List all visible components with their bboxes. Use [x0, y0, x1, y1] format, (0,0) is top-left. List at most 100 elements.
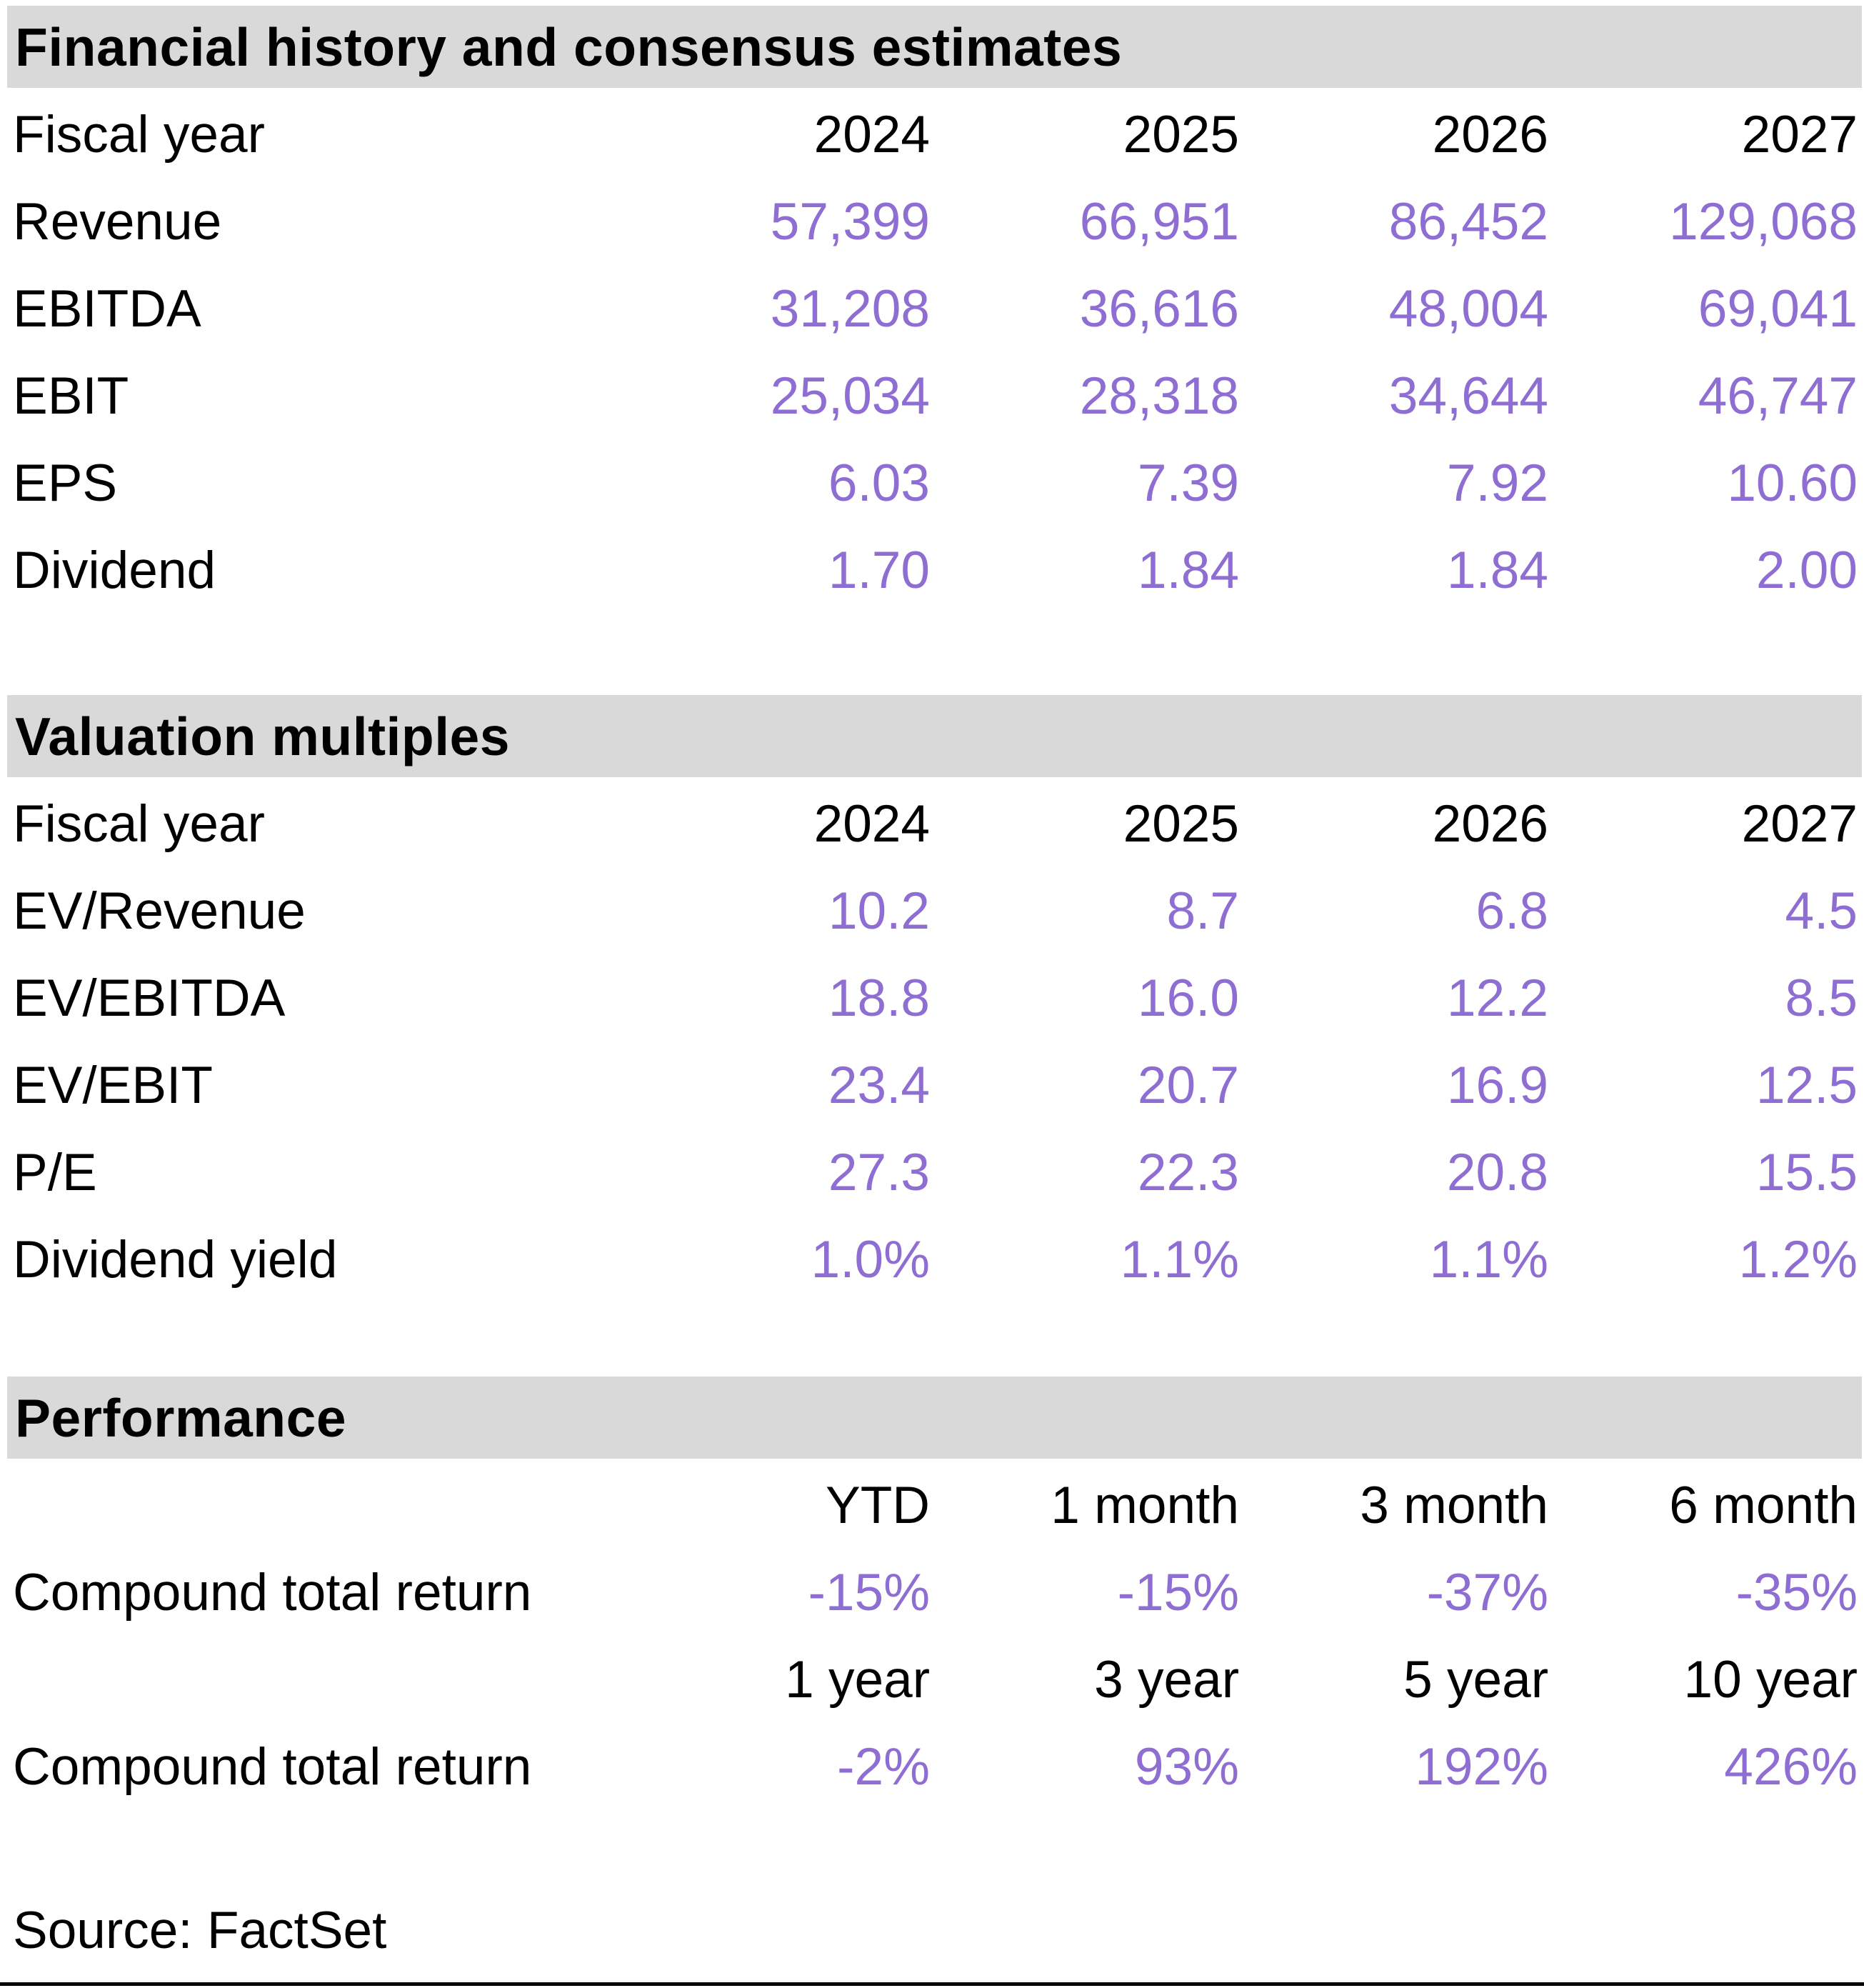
- cell-value: 12.2: [1446, 969, 1548, 1027]
- row-label: EPS: [13, 454, 118, 512]
- row-label: Dividend yield: [13, 1230, 338, 1289]
- financial-history-table: Fiscal year 2024 2025 2026 2027 Revenue …: [13, 91, 1858, 614]
- row-label: Fiscal year: [13, 105, 265, 164]
- table-header-row-short-term: YTD 1 month 3 month 6 month: [13, 1462, 1858, 1549]
- table-row-ev-ebit: EV/EBIT 23.4 20.7 16.9 12.5: [13, 1042, 1858, 1129]
- section-title: Valuation multiples: [15, 706, 510, 766]
- bottom-rule: [0, 1982, 1864, 1986]
- cell-value: 93%: [1134, 1737, 1239, 1796]
- row-label: EV/EBITDA: [13, 969, 286, 1027]
- cell-value: 20.7: [1137, 1056, 1239, 1114]
- row-label: EBITDA: [13, 279, 201, 338]
- cell-value: -35%: [1735, 1563, 1858, 1622]
- cell-value: 25,034: [770, 366, 930, 425]
- row-label: Dividend: [13, 541, 216, 599]
- cell-value: 10.60: [1727, 454, 1858, 512]
- cell-value: 1.0%: [811, 1230, 930, 1289]
- table-row-dividend: Dividend 1.70 1.84 1.84 2.00: [13, 526, 1858, 614]
- table-header-row: Fiscal year 2024 2025 2026 2027: [13, 780, 1858, 867]
- row-label: EBIT: [13, 366, 129, 425]
- cell-value: -37%: [1426, 1563, 1548, 1622]
- column-header: 1 month: [1051, 1476, 1239, 1534]
- cell-value: 4.5: [1785, 881, 1858, 940]
- cell-value: 1.84: [1137, 541, 1239, 599]
- column-header: 2024: [813, 794, 930, 853]
- column-header: 2025: [1123, 794, 1239, 853]
- cell-value: 57,399: [770, 192, 930, 251]
- cell-value: 1.70: [828, 541, 930, 599]
- row-label: EV/Revenue: [13, 881, 306, 940]
- cell-value: -15%: [808, 1563, 930, 1622]
- cell-value: 16.0: [1137, 969, 1239, 1027]
- cell-value: 36,616: [1079, 279, 1239, 338]
- source-text: Source: FactSet: [13, 1901, 387, 1959]
- row-label: Revenue: [13, 192, 222, 251]
- table-row-ev-revenue: EV/Revenue 10.2 8.7 6.8 4.5: [13, 867, 1858, 954]
- column-header: 5 year: [1403, 1650, 1548, 1709]
- row-label: P/E: [13, 1143, 97, 1202]
- cell-value: 23.4: [828, 1056, 930, 1114]
- section-title: Financial history and consensus estimate…: [15, 16, 1123, 77]
- cell-value: 1.84: [1446, 541, 1548, 599]
- table-row-ebit: EBIT 25,034 28,318 34,644 46,747: [13, 352, 1858, 439]
- cell-value: 66,951: [1079, 192, 1239, 251]
- cell-value: 6.03: [828, 454, 930, 512]
- section-header-performance: Performance: [7, 1377, 1862, 1459]
- cell-value: 426%: [1724, 1737, 1858, 1796]
- cell-value: -15%: [1117, 1563, 1239, 1622]
- column-header: 2027: [1741, 794, 1858, 853]
- row-label: Compound total return: [13, 1737, 532, 1796]
- table-header-row: Fiscal year 2024 2025 2026 2027: [13, 91, 1858, 178]
- cell-value: 27.3: [828, 1143, 930, 1202]
- section-title: Performance: [15, 1387, 347, 1448]
- column-header: YTD: [826, 1476, 930, 1534]
- table-row-ebitda: EBITDA 31,208 36,616 48,004 69,041: [13, 265, 1858, 352]
- cell-value: 6.8: [1475, 881, 1548, 940]
- table-row-dividend-yield: Dividend yield 1.0% 1.1% 1.1% 1.2%: [13, 1216, 1858, 1303]
- cell-value: 12.5: [1755, 1056, 1858, 1114]
- table-row-pe: P/E 27.3 22.3 20.8 15.5: [13, 1129, 1858, 1216]
- cell-value: 10.2: [828, 881, 930, 940]
- performance-table: YTD 1 month 3 month 6 month Compound tot…: [13, 1462, 1858, 1810]
- cell-value: 2.00: [1755, 541, 1858, 599]
- cell-value: 86,452: [1388, 192, 1548, 251]
- table-row-ev-ebitda: EV/EBITDA 18.8 16.0 12.2 8.5: [13, 954, 1858, 1042]
- cell-value: 48,004: [1388, 279, 1548, 338]
- cell-value: -2%: [837, 1737, 930, 1796]
- section-header-valuation-multiples: Valuation multiples: [7, 695, 1862, 777]
- cell-value: 8.5: [1785, 969, 1858, 1027]
- cell-value: 15.5: [1755, 1143, 1858, 1202]
- cell-value: 1.2%: [1738, 1230, 1858, 1289]
- cell-value: 16.9: [1446, 1056, 1548, 1114]
- table-row-compound-total-return-short: Compound total return -15% -15% -37% -35…: [13, 1549, 1858, 1636]
- cell-value: 7.39: [1137, 454, 1239, 512]
- cell-value: 1.1%: [1429, 1230, 1548, 1289]
- cell-value: 1.1%: [1120, 1230, 1239, 1289]
- cell-value: 46,747: [1698, 366, 1858, 425]
- row-label: Compound total return: [13, 1563, 532, 1622]
- table-row-compound-total-return-long: Compound total return -2% 93% 192% 426%: [13, 1723, 1858, 1810]
- valuation-multiples-table: Fiscal year 2024 2025 2026 2027 EV/Reven…: [13, 780, 1858, 1303]
- column-header: 2026: [1432, 794, 1548, 853]
- table-row-revenue: Revenue 57,399 66,951 86,452 129,068: [13, 178, 1858, 265]
- column-header: 3 year: [1094, 1650, 1239, 1709]
- row-label: EV/EBIT: [13, 1056, 213, 1114]
- cell-value: 69,041: [1698, 279, 1858, 338]
- column-header: 10 year: [1683, 1650, 1858, 1709]
- column-header: 6 month: [1669, 1476, 1858, 1534]
- cell-value: 31,208: [770, 279, 930, 338]
- column-header: 1 year: [785, 1650, 930, 1709]
- cell-value: 28,318: [1079, 366, 1239, 425]
- cell-value: 129,068: [1669, 192, 1858, 251]
- cell-value: 7.92: [1446, 454, 1548, 512]
- cell-value: 34,644: [1388, 366, 1548, 425]
- cell-value: 18.8: [828, 969, 930, 1027]
- column-header: 2026: [1432, 105, 1548, 164]
- column-header: 2025: [1123, 105, 1239, 164]
- source-note: Source: FactSet: [13, 1887, 1864, 1974]
- column-header: 2024: [813, 105, 930, 164]
- table-row-eps: EPS 6.03 7.39 7.92 10.60: [13, 439, 1858, 526]
- cell-value: 192%: [1415, 1737, 1548, 1796]
- cell-value: 22.3: [1137, 1143, 1239, 1202]
- cell-value: 20.8: [1446, 1143, 1548, 1202]
